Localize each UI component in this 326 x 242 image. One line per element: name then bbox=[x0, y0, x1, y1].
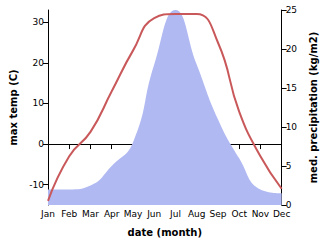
svg-text:30: 30 bbox=[33, 17, 45, 27]
svg-text:10: 10 bbox=[286, 122, 298, 132]
svg-text:-10: -10 bbox=[29, 180, 44, 190]
svg-text:25: 25 bbox=[286, 5, 297, 15]
svg-text:Aug: Aug bbox=[188, 209, 206, 219]
svg-text:May: May bbox=[124, 209, 143, 219]
svg-text:5: 5 bbox=[286, 161, 292, 171]
svg-text:10: 10 bbox=[33, 98, 45, 108]
svg-text:Dec: Dec bbox=[273, 209, 290, 219]
svg-text:Apr: Apr bbox=[104, 209, 120, 219]
svg-text:med. precipitation (kg/m2): med. precipitation (kg/m2) bbox=[308, 32, 319, 184]
svg-text:Sep: Sep bbox=[209, 209, 226, 219]
svg-text:0: 0 bbox=[285, 200, 292, 210]
svg-text:15: 15 bbox=[286, 83, 297, 93]
svg-text:max temp (C): max temp (C) bbox=[8, 69, 19, 145]
svg-text:20: 20 bbox=[286, 44, 298, 54]
svg-text:Nov: Nov bbox=[252, 209, 270, 219]
svg-text:20: 20 bbox=[33, 58, 45, 68]
svg-text:Mar: Mar bbox=[82, 209, 99, 219]
svg-text:date (month): date (month) bbox=[128, 227, 202, 238]
svg-text:Jan: Jan bbox=[40, 209, 55, 219]
svg-text:0: 0 bbox=[38, 139, 44, 149]
svg-text:Jul: Jul bbox=[169, 209, 181, 219]
svg-text:Oct: Oct bbox=[231, 209, 247, 219]
svg-text:Feb: Feb bbox=[61, 209, 77, 219]
svg-text:Jun: Jun bbox=[146, 209, 161, 219]
